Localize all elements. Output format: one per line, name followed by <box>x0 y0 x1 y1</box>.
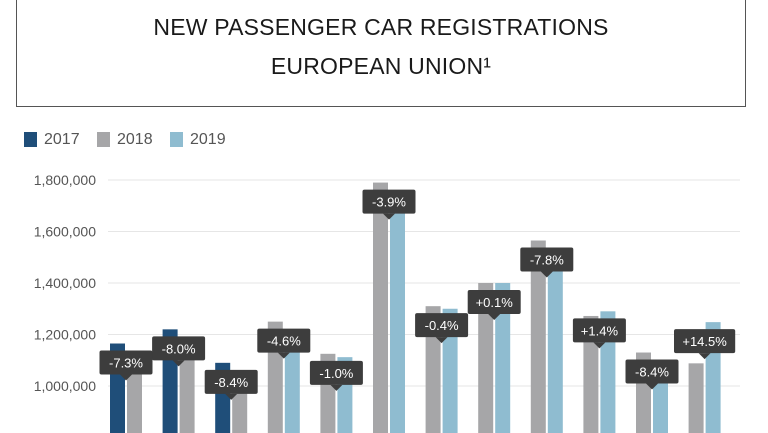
change-callout <box>99 350 153 375</box>
bar-2019 <box>653 375 668 433</box>
y-tick-label: 1,600,000 <box>34 224 96 240</box>
chart-title-line-1: NEW PASSENGER CAR REGISTRATIONS <box>153 14 609 40</box>
change-label: +14.5% <box>682 334 727 349</box>
y-tick-label: 1,000,000 <box>34 378 96 394</box>
change-label: -8.4% <box>635 365 669 380</box>
bar-2018 <box>478 283 494 433</box>
title-box: NEW PASSENGER CAR REGISTRATIONS EUROPEAN… <box>16 0 746 107</box>
bar-2018 <box>688 363 704 433</box>
change-callout-pointer <box>435 337 448 344</box>
bar-2019 <box>390 200 405 433</box>
change-callout <box>204 369 258 394</box>
change-callout-pointer <box>172 360 185 367</box>
bar-2018 <box>530 240 546 433</box>
change-label: -8.0% <box>162 341 196 356</box>
legend-label-2018: 2018 <box>117 131 153 148</box>
bar-2019 <box>284 335 300 433</box>
legend-swatch-2019 <box>170 132 183 147</box>
change-callout <box>415 313 469 338</box>
change-callout-pointer <box>698 353 711 360</box>
change-label: -8.4% <box>214 375 248 390</box>
bar-2019 <box>495 283 511 433</box>
bar-2019 <box>547 271 563 433</box>
change-callout-pointer <box>488 314 501 320</box>
y-tick-label: 800,000 <box>45 430 96 433</box>
y-tick-label: 1,200,000 <box>34 327 96 343</box>
change-callout-pointer <box>277 352 290 359</box>
y-tick-label: 1,400,000 <box>34 275 96 291</box>
bar-2018 <box>127 365 142 433</box>
change-label: -7.8% <box>530 253 564 268</box>
legend-swatch-2017 <box>24 132 37 147</box>
change-callout-pointer <box>383 213 395 220</box>
change-label: -1.0% <box>319 366 353 381</box>
change-callout-pointer <box>593 342 606 349</box>
bar-2018 <box>179 355 195 433</box>
bar-2019 <box>442 308 458 433</box>
y-tick-label: 1,800,000 <box>34 172 96 188</box>
change-callout-pointer <box>646 383 658 390</box>
change-callout-pointer <box>225 393 238 400</box>
change-label: +1.4% <box>581 323 619 338</box>
change-callout <box>309 360 363 385</box>
change-callout <box>625 359 679 384</box>
bar-2018 <box>232 386 248 433</box>
legend-label-2019: 2019 <box>190 131 226 148</box>
legend-label-2017: 2017 <box>44 131 80 148</box>
change-callout <box>520 247 574 272</box>
change-label: -0.4% <box>425 318 459 333</box>
change-label: -7.3% <box>109 356 143 371</box>
change-callout-pointer <box>330 384 343 391</box>
legend-swatch-2018 <box>97 132 110 147</box>
change-label: +0.1% <box>476 295 514 310</box>
change-callout <box>257 328 311 353</box>
change-callout <box>152 336 206 361</box>
chart-title-line-2: EUROPEAN UNION¹ <box>270 53 492 79</box>
change-callout-pointer <box>120 374 132 381</box>
change-callout-pointer <box>540 271 553 278</box>
change-callout <box>362 189 416 214</box>
change-callout <box>467 290 521 314</box>
bar-2018 <box>583 315 599 433</box>
change-callout <box>572 318 626 343</box>
bar-2018 <box>373 182 388 433</box>
change-label: -4.6% <box>267 334 301 349</box>
change-label: -3.9% <box>372 195 406 210</box>
change-callout <box>674 329 736 354</box>
